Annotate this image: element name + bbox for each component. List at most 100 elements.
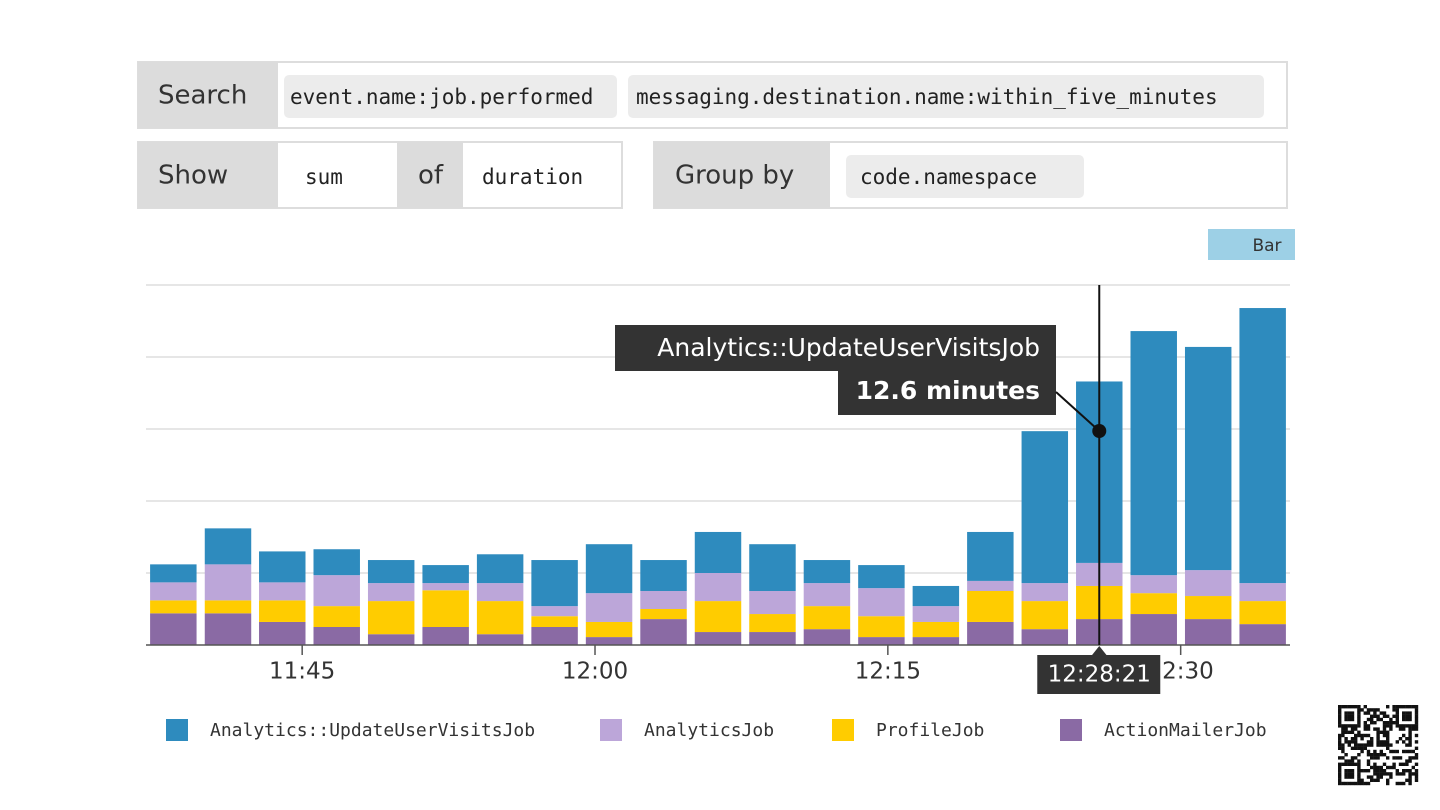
qr-module — [1414, 746, 1419, 750]
qr-module — [1363, 733, 1367, 738]
bar-segment — [313, 575, 360, 607]
qr-module — [1408, 711, 1412, 715]
mode-button-label[interactable]: Bar — [1252, 236, 1281, 256]
filter-text[interactable]: messaging.destination.name:within_five_m… — [636, 85, 1218, 109]
qr-module — [1370, 708, 1374, 712]
qr-module — [1350, 756, 1355, 760]
group-text[interactable]: code.namespace — [860, 165, 1037, 189]
aggregation[interactable]: sum — [305, 165, 343, 189]
bar-segment — [803, 629, 851, 645]
qr-module — [1414, 717, 1419, 722]
qr-module — [1402, 717, 1406, 722]
bar-segment — [749, 614, 796, 633]
qr-module — [1386, 730, 1390, 734]
qr-module — [1376, 708, 1380, 712]
qr-module — [1357, 778, 1361, 782]
qr-module — [1354, 733, 1358, 738]
qr-module — [1366, 753, 1371, 757]
qr-module — [1395, 711, 1399, 715]
bar-segment — [150, 564, 197, 583]
show-label-bg — [138, 142, 278, 208]
qr-module — [1376, 743, 1380, 747]
qr-module — [1347, 717, 1351, 722]
group-chip[interactable] — [846, 155, 1084, 198]
qr-module — [1344, 759, 1348, 763]
qr-module — [1411, 765, 1415, 770]
qr-module — [1376, 737, 1380, 741]
mode-button[interactable] — [1208, 229, 1295, 260]
qr-module — [1382, 740, 1387, 744]
x-tick-label: 12:00 — [562, 659, 628, 685]
qr-module — [1360, 778, 1364, 782]
qr-module — [1402, 714, 1406, 718]
qr-module — [1395, 714, 1399, 718]
qr-module — [1408, 749, 1412, 754]
qr-module — [1338, 769, 1342, 773]
bar-segment — [313, 627, 360, 645]
qr-module — [1357, 765, 1361, 770]
qr-module — [1360, 733, 1364, 738]
qr-module — [1382, 762, 1387, 766]
qr-module — [1376, 717, 1380, 722]
qr-module — [1389, 721, 1393, 725]
qr-module — [1357, 781, 1361, 786]
qr-module — [1354, 737, 1358, 741]
bar-segment — [640, 609, 687, 620]
qr-module — [1344, 737, 1348, 741]
qr-module — [1408, 737, 1412, 741]
qr-module — [1395, 721, 1399, 725]
bar-segment — [1130, 593, 1177, 615]
qr-module — [1382, 772, 1387, 776]
qr-module — [1370, 765, 1374, 770]
qr-module — [1338, 781, 1342, 786]
qr-module — [1350, 762, 1355, 766]
qr-module — [1350, 705, 1355, 709]
bar-segment — [531, 627, 578, 645]
qr-module — [1414, 724, 1419, 728]
qr-module — [1350, 759, 1355, 763]
bar-segment — [422, 627, 469, 645]
x-tick-label: 12:15 — [855, 659, 921, 685]
qr-module — [1338, 711, 1342, 715]
qr-module — [1398, 737, 1403, 741]
qr-module — [1395, 724, 1399, 728]
qr-module — [1405, 762, 1409, 766]
qr-module — [1347, 775, 1351, 779]
filter-chip[interactable] — [628, 75, 1264, 118]
qr-module — [1370, 714, 1374, 718]
qr-module — [1382, 769, 1387, 773]
qr-module — [1344, 711, 1348, 715]
qr-module — [1347, 730, 1351, 734]
qr-module — [1382, 727, 1387, 731]
qr-module — [1347, 711, 1351, 715]
bar-segment — [749, 591, 796, 615]
qr-module — [1341, 727, 1345, 731]
qr-module — [1370, 717, 1374, 722]
bar-segment — [1130, 614, 1177, 645]
bar-segment — [1130, 331, 1177, 576]
qr-module — [1408, 717, 1412, 722]
qr-module — [1398, 705, 1403, 709]
qr-module — [1338, 714, 1342, 718]
qr-module — [1392, 762, 1396, 766]
qr-module — [1338, 772, 1342, 776]
bar-segment — [1184, 596, 1232, 620]
qr-module — [1414, 721, 1419, 725]
field[interactable]: duration — [482, 165, 583, 189]
bar-segment — [967, 621, 1014, 645]
filter-text[interactable]: event.name:job.performed — [290, 85, 593, 109]
qr-module — [1386, 772, 1390, 776]
filter-chip[interactable] — [284, 75, 617, 118]
qr-module — [1405, 749, 1409, 754]
group-label-bg — [654, 142, 830, 208]
bar-segment — [367, 560, 415, 584]
qr-module — [1360, 781, 1364, 786]
qr-module — [1373, 708, 1377, 712]
qr-module — [1338, 733, 1342, 738]
tooltip-box — [615, 325, 1056, 371]
qr-module — [1357, 705, 1361, 709]
bar-segment — [531, 560, 578, 607]
qr-module — [1395, 769, 1399, 773]
bar-segment — [1130, 575, 1177, 594]
legend-swatch — [600, 719, 622, 741]
